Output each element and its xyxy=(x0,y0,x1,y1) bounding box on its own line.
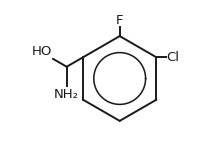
Text: F: F xyxy=(116,14,124,27)
Text: HO: HO xyxy=(32,45,52,58)
Text: Cl: Cl xyxy=(166,51,179,64)
Text: NH₂: NH₂ xyxy=(54,88,79,101)
